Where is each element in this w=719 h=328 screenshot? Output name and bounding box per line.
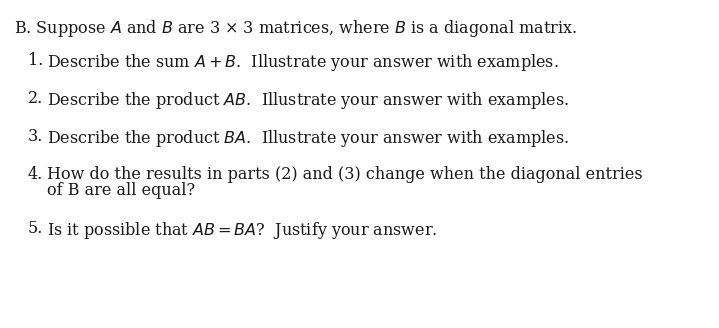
Text: 2.: 2. — [28, 90, 43, 107]
Text: B. Suppose $A$ and $B$ are 3 × 3 matrices, where $B$ is a diagonal matrix.: B. Suppose $A$ and $B$ are 3 × 3 matrice… — [14, 18, 577, 39]
Text: of B are all equal?: of B are all equal? — [47, 182, 195, 199]
Text: 1.: 1. — [28, 52, 43, 69]
Text: How do the results in parts (2) and (3) change when the diagonal entries: How do the results in parts (2) and (3) … — [47, 166, 643, 183]
Text: 4.: 4. — [28, 166, 43, 183]
Text: Is it possible that $AB = BA$?  Justify your answer.: Is it possible that $AB = BA$? Justify y… — [47, 220, 437, 241]
Text: Describe the product $AB$.  Illustrate your answer with examples.: Describe the product $AB$. Illustrate yo… — [47, 90, 569, 111]
Text: Describe the sum $A+B$.  Illustrate your answer with examples.: Describe the sum $A+B$. Illustrate your … — [47, 52, 559, 73]
Text: 3.: 3. — [28, 128, 43, 145]
Text: 5.: 5. — [28, 220, 43, 237]
Text: Describe the product $BA$.  Illustrate your answer with examples.: Describe the product $BA$. Illustrate yo… — [47, 128, 569, 149]
